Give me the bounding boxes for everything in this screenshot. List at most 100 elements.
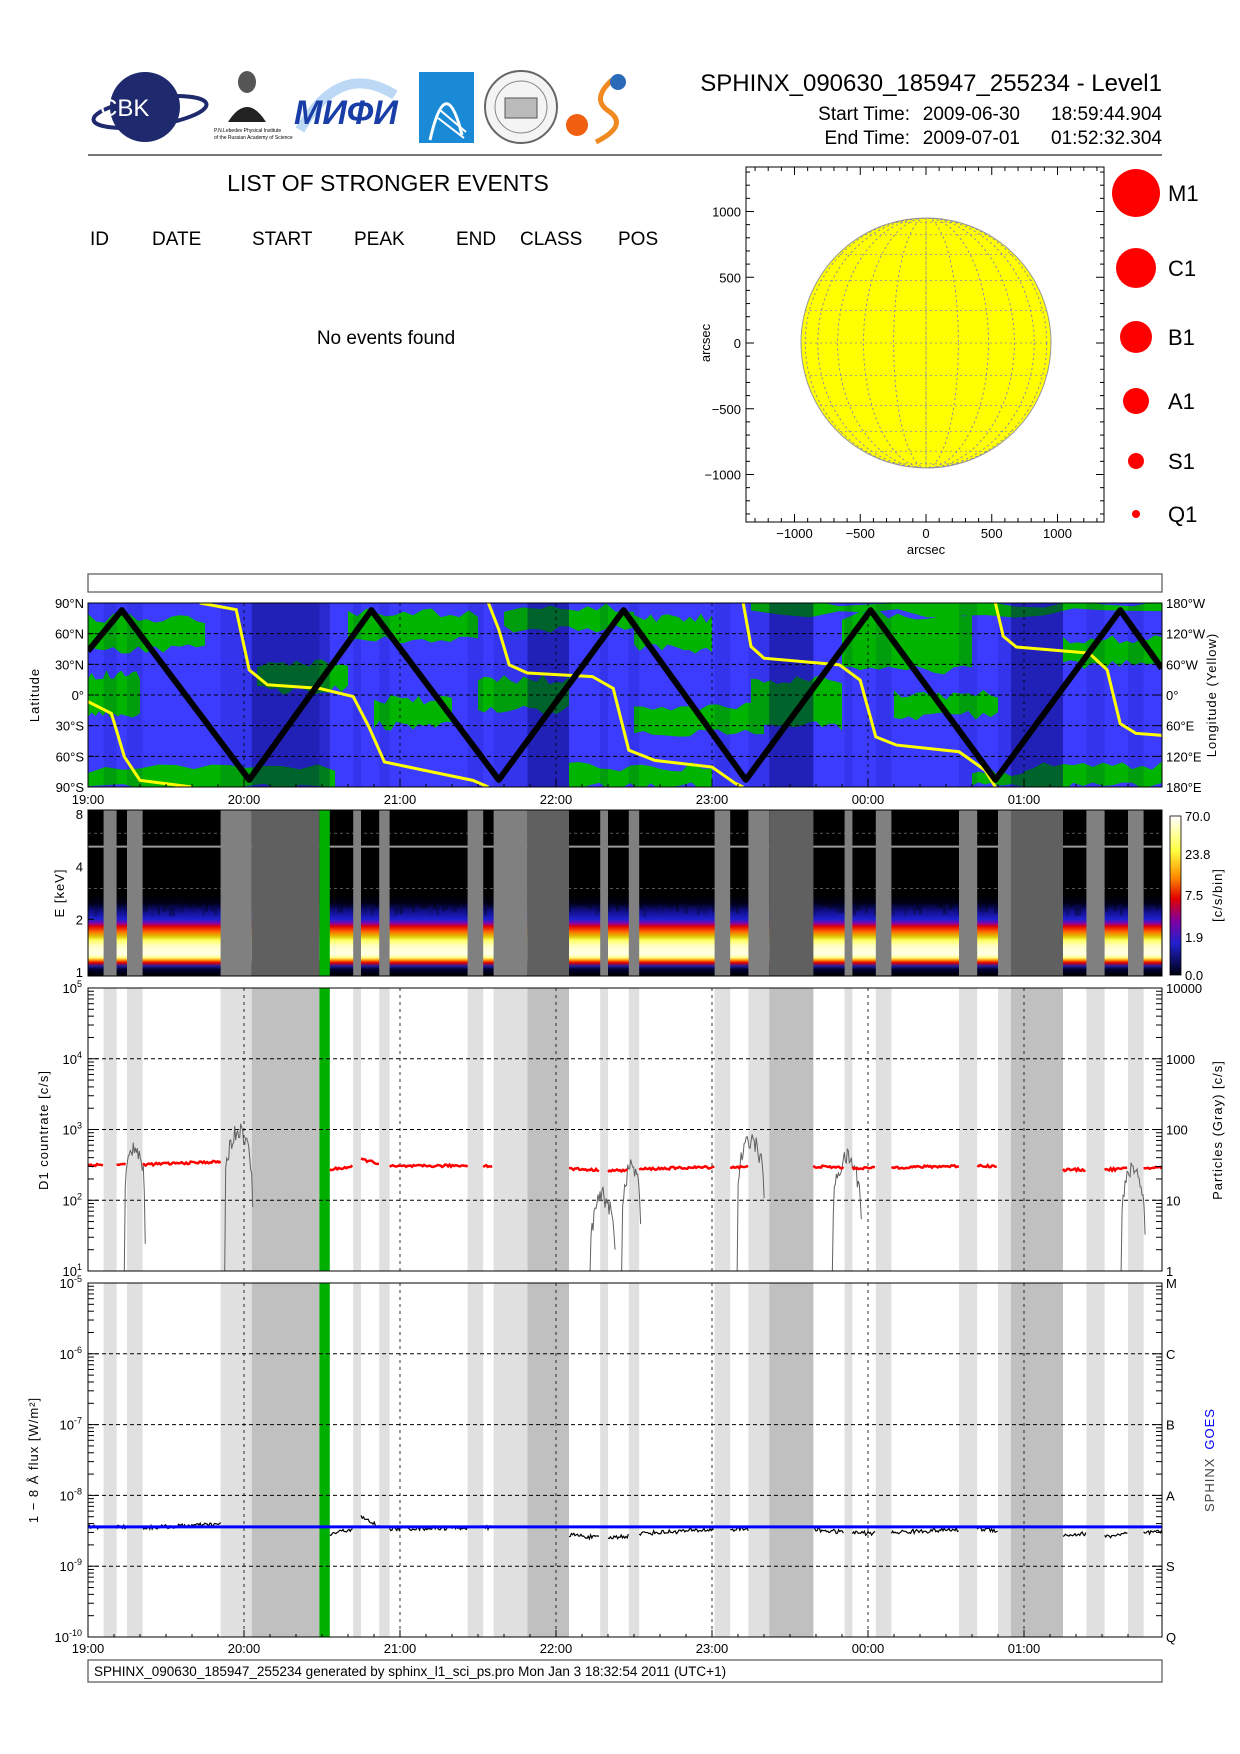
light-gap-band <box>844 988 853 1271</box>
light-gap-band <box>748 810 770 976</box>
light-gap-band <box>379 1283 390 1637</box>
particle-peak <box>123 1142 146 1271</box>
spectrogram-noise <box>121 902 124 911</box>
spectrogram-noise <box>568 904 571 913</box>
spectrogram-noise <box>697 907 700 916</box>
dark-gap-band <box>527 988 569 1271</box>
spectrogram-noise <box>199 899 202 908</box>
log-tick-label: 10-8 <box>60 1486 82 1503</box>
sun-globe-logo <box>566 74 626 145</box>
spectrogram-noise <box>442 903 445 912</box>
spectrogram-noise <box>394 907 397 916</box>
spectrogram-noise <box>937 901 940 910</box>
spectrogram-noise <box>646 898 649 907</box>
spectrogram-noise <box>592 896 595 905</box>
particles-axis-label: Particles (Gray) [c/s] <box>1210 1060 1225 1200</box>
light-gap-band <box>748 1283 770 1637</box>
colorbar-tick-label: 0.0 <box>1185 968 1203 983</box>
spectrogram-noise <box>919 906 922 915</box>
spectrogram-noise <box>595 907 598 916</box>
time-tick-label: 19:00 <box>72 792 105 807</box>
spectrogram-noise <box>1066 908 1069 917</box>
spectrogram-noise <box>148 898 151 907</box>
countrate-segment <box>142 1159 222 1168</box>
land-region <box>374 695 452 731</box>
colorbar-tick-label: 70.0 <box>1185 809 1210 824</box>
light-gap-band <box>959 988 978 1271</box>
sphinx-flux-segment <box>1062 1531 1087 1537</box>
no-events-message: No events found <box>317 328 455 349</box>
right-tick-label: 100 <box>1166 1123 1188 1138</box>
legend-marker-c1 <box>1116 248 1156 288</box>
countrate-segment <box>976 1163 997 1169</box>
tick-exponent: -10 <box>69 1628 82 1638</box>
spectrogram-noise <box>874 908 877 917</box>
sphinx-flux-segment <box>638 1527 715 1536</box>
sun-x-tick-label: −500 <box>846 526 875 541</box>
spectrogram-noise <box>946 908 949 917</box>
energy-axis-label: E [keV] <box>52 869 67 918</box>
flux-axis-label: 1 − 8 Å flux [W/m²] <box>26 1397 41 1523</box>
light-gap-band <box>353 810 361 976</box>
countrate-segment <box>1103 1166 1128 1173</box>
tick-exponent: -9 <box>74 1557 82 1567</box>
cbk-logo: CBK <box>91 72 209 142</box>
land-region <box>1024 761 1162 787</box>
sun-y-tick-label: 0 <box>734 336 741 351</box>
spectrogram-noise <box>685 905 688 914</box>
column-header-peak: PEAK <box>354 229 405 250</box>
land-region <box>504 603 634 633</box>
spectrogram-noise <box>145 903 148 912</box>
light-shade-band <box>600 603 608 787</box>
legend-label-q1: Q1 <box>1168 502 1197 527</box>
spectrogram-noise <box>736 905 739 914</box>
sun-x-tick-label: −1000 <box>776 526 813 541</box>
spectrogram-noise <box>841 904 844 913</box>
latitude-tick-label: 90°S <box>56 780 85 795</box>
spectrogram-noise <box>424 900 427 909</box>
legend-goes: GOES <box>1202 1408 1217 1450</box>
light-gap-band <box>714 1283 731 1637</box>
spectrogram-noise <box>370 907 373 916</box>
longitude-tick-label: 180°E <box>1166 780 1202 795</box>
spectrogram-noise <box>598 904 601 913</box>
latitude-tick-label: 90°N <box>55 596 84 611</box>
right-tick-label: A <box>1166 1488 1175 1503</box>
spectrogram-noise <box>943 906 946 915</box>
spectrogram-noise <box>160 908 163 916</box>
orbit-latitude-track <box>88 607 1162 783</box>
countrate-segment <box>568 1166 600 1173</box>
time-axis-top: 19:00 20:00 21:00 22:00 23:00 00:00 01:00 <box>72 780 1129 807</box>
light-gap-band <box>493 1283 528 1637</box>
column-header-pos: POS <box>618 229 658 250</box>
sphinx-flux-segment <box>1143 1529 1162 1536</box>
log-tick-label: 104 <box>63 1050 82 1067</box>
energy-tick-label: 2 <box>76 912 83 927</box>
spectrogram-noise <box>1156 901 1159 910</box>
spectrogram-noise <box>745 900 748 909</box>
sphinx-flux-segment <box>329 1528 353 1537</box>
light-gap-band <box>875 810 892 976</box>
spectrogram-noise <box>991 895 994 904</box>
column-header-date: DATE <box>152 229 201 250</box>
sun-meridian-line <box>863 218 989 468</box>
light-gap-band <box>959 810 978 976</box>
spectrogram-noise <box>949 901 952 910</box>
footer-box <box>87 1659 1163 1683</box>
spectrogram-noise <box>448 901 451 909</box>
spectrogram-noise <box>88 896 91 905</box>
sphinx-flux-segment <box>1104 1531 1128 1539</box>
spectrogram-noise <box>823 897 826 906</box>
d1-countrate-panel <box>88 988 1162 1271</box>
spectrogram-noise <box>667 899 670 908</box>
longitude-tick-label: 120°E <box>1166 749 1202 764</box>
start-date: 2009-06-30 <box>923 104 1020 125</box>
spectrogram-noise <box>931 905 934 913</box>
light-gap-band <box>127 1283 143 1637</box>
time-tick-label: 23:00 <box>696 792 729 807</box>
spectrogram-noise <box>1117 899 1120 908</box>
land-region <box>751 676 842 731</box>
sun-meridian-line <box>837 218 1015 468</box>
spectrogram-noise <box>214 908 217 917</box>
seal-logo <box>484 70 558 144</box>
